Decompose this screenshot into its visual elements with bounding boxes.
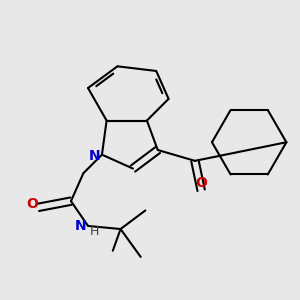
- Text: O: O: [26, 197, 38, 211]
- Text: N: N: [75, 219, 86, 233]
- Text: N: N: [88, 149, 100, 163]
- Text: O: O: [195, 176, 207, 190]
- Text: H: H: [90, 225, 99, 238]
